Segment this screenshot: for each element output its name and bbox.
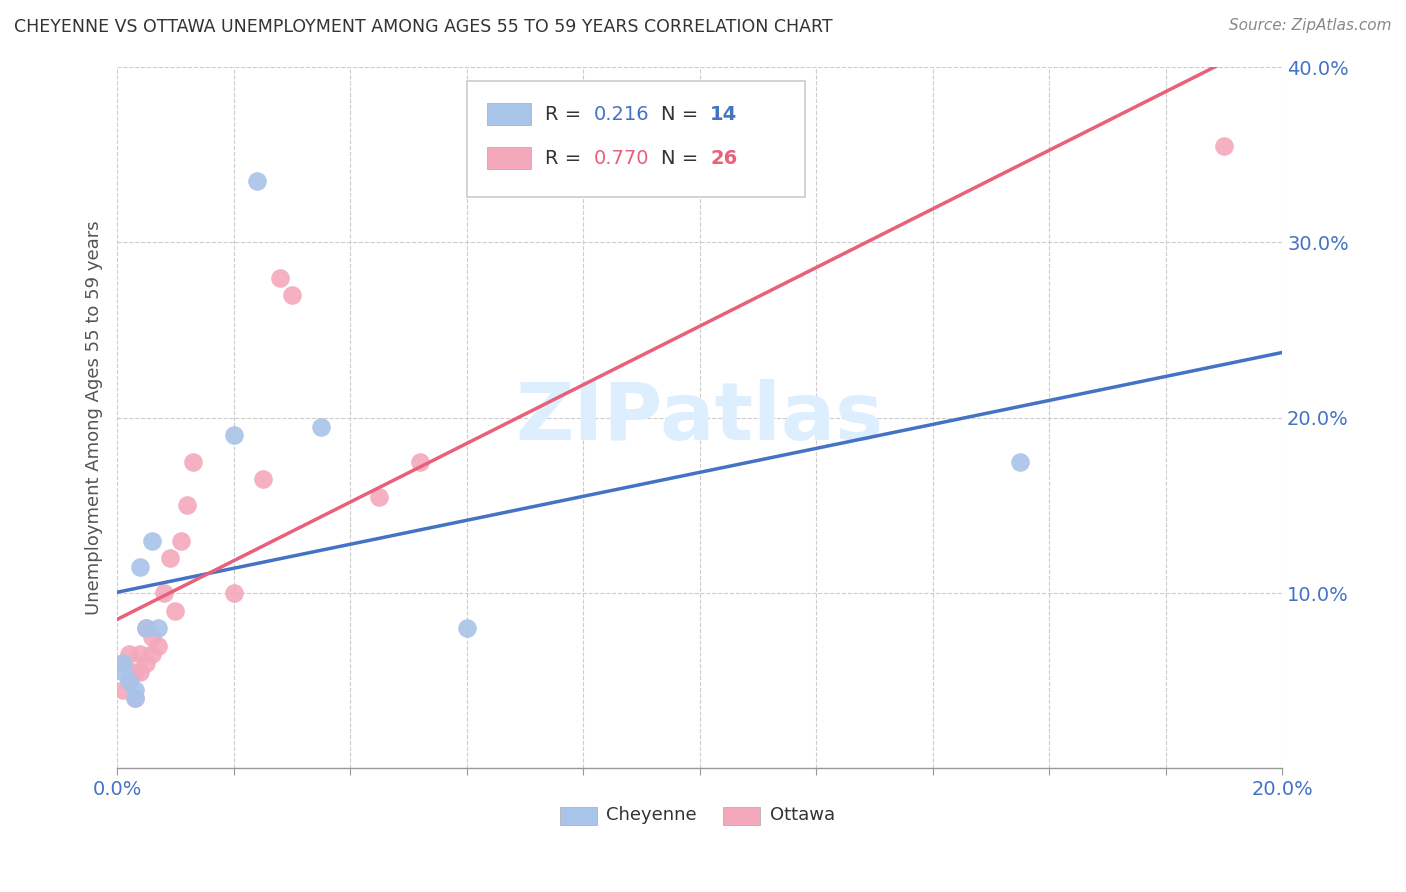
Text: N =: N =	[661, 104, 704, 124]
Point	[170, 533, 193, 548]
Text: N =: N =	[661, 149, 704, 168]
Point	[129, 665, 152, 679]
Point	[111, 657, 134, 671]
Point	[135, 621, 157, 635]
Point	[269, 270, 291, 285]
FancyBboxPatch shape	[486, 147, 531, 169]
FancyBboxPatch shape	[723, 807, 761, 824]
Point	[111, 657, 134, 671]
Point	[124, 691, 146, 706]
Point	[141, 648, 163, 662]
Text: 0.216: 0.216	[593, 104, 650, 124]
Text: Ottawa: Ottawa	[769, 806, 835, 824]
Point	[124, 682, 146, 697]
Text: 0.770: 0.770	[593, 149, 650, 168]
Text: R =: R =	[544, 149, 588, 168]
Text: Cheyenne: Cheyenne	[606, 806, 697, 824]
Point	[309, 419, 332, 434]
Point	[129, 559, 152, 574]
FancyBboxPatch shape	[467, 81, 804, 197]
Point	[118, 673, 141, 688]
Point	[222, 428, 245, 442]
Point	[281, 288, 304, 302]
Point	[165, 604, 187, 618]
Point	[181, 455, 204, 469]
Point	[252, 472, 274, 486]
Point	[135, 621, 157, 635]
Point	[118, 648, 141, 662]
Point	[409, 455, 432, 469]
Point	[159, 551, 181, 566]
Point	[111, 682, 134, 697]
Point	[1010, 455, 1032, 469]
Text: 26: 26	[710, 149, 737, 168]
Point	[129, 648, 152, 662]
Point	[124, 691, 146, 706]
Text: R =: R =	[544, 104, 588, 124]
Point	[176, 499, 198, 513]
Text: Source: ZipAtlas.com: Source: ZipAtlas.com	[1229, 18, 1392, 33]
FancyBboxPatch shape	[560, 807, 598, 824]
Point	[124, 665, 146, 679]
Text: 14: 14	[710, 104, 737, 124]
Point	[118, 673, 141, 688]
Point	[146, 639, 169, 653]
Text: ZIPatlas: ZIPatlas	[516, 379, 884, 457]
Point	[222, 586, 245, 600]
Text: CHEYENNE VS OTTAWA UNEMPLOYMENT AMONG AGES 55 TO 59 YEARS CORRELATION CHART: CHEYENNE VS OTTAWA UNEMPLOYMENT AMONG AG…	[14, 18, 832, 36]
Point	[141, 630, 163, 644]
Point	[456, 621, 478, 635]
Point	[141, 533, 163, 548]
Point	[246, 174, 269, 188]
Point	[368, 490, 391, 504]
Point	[146, 621, 169, 635]
Point	[152, 586, 174, 600]
Point	[111, 665, 134, 679]
FancyBboxPatch shape	[486, 103, 531, 125]
Y-axis label: Unemployment Among Ages 55 to 59 years: Unemployment Among Ages 55 to 59 years	[86, 220, 103, 615]
Point	[1213, 139, 1236, 153]
Point	[135, 657, 157, 671]
